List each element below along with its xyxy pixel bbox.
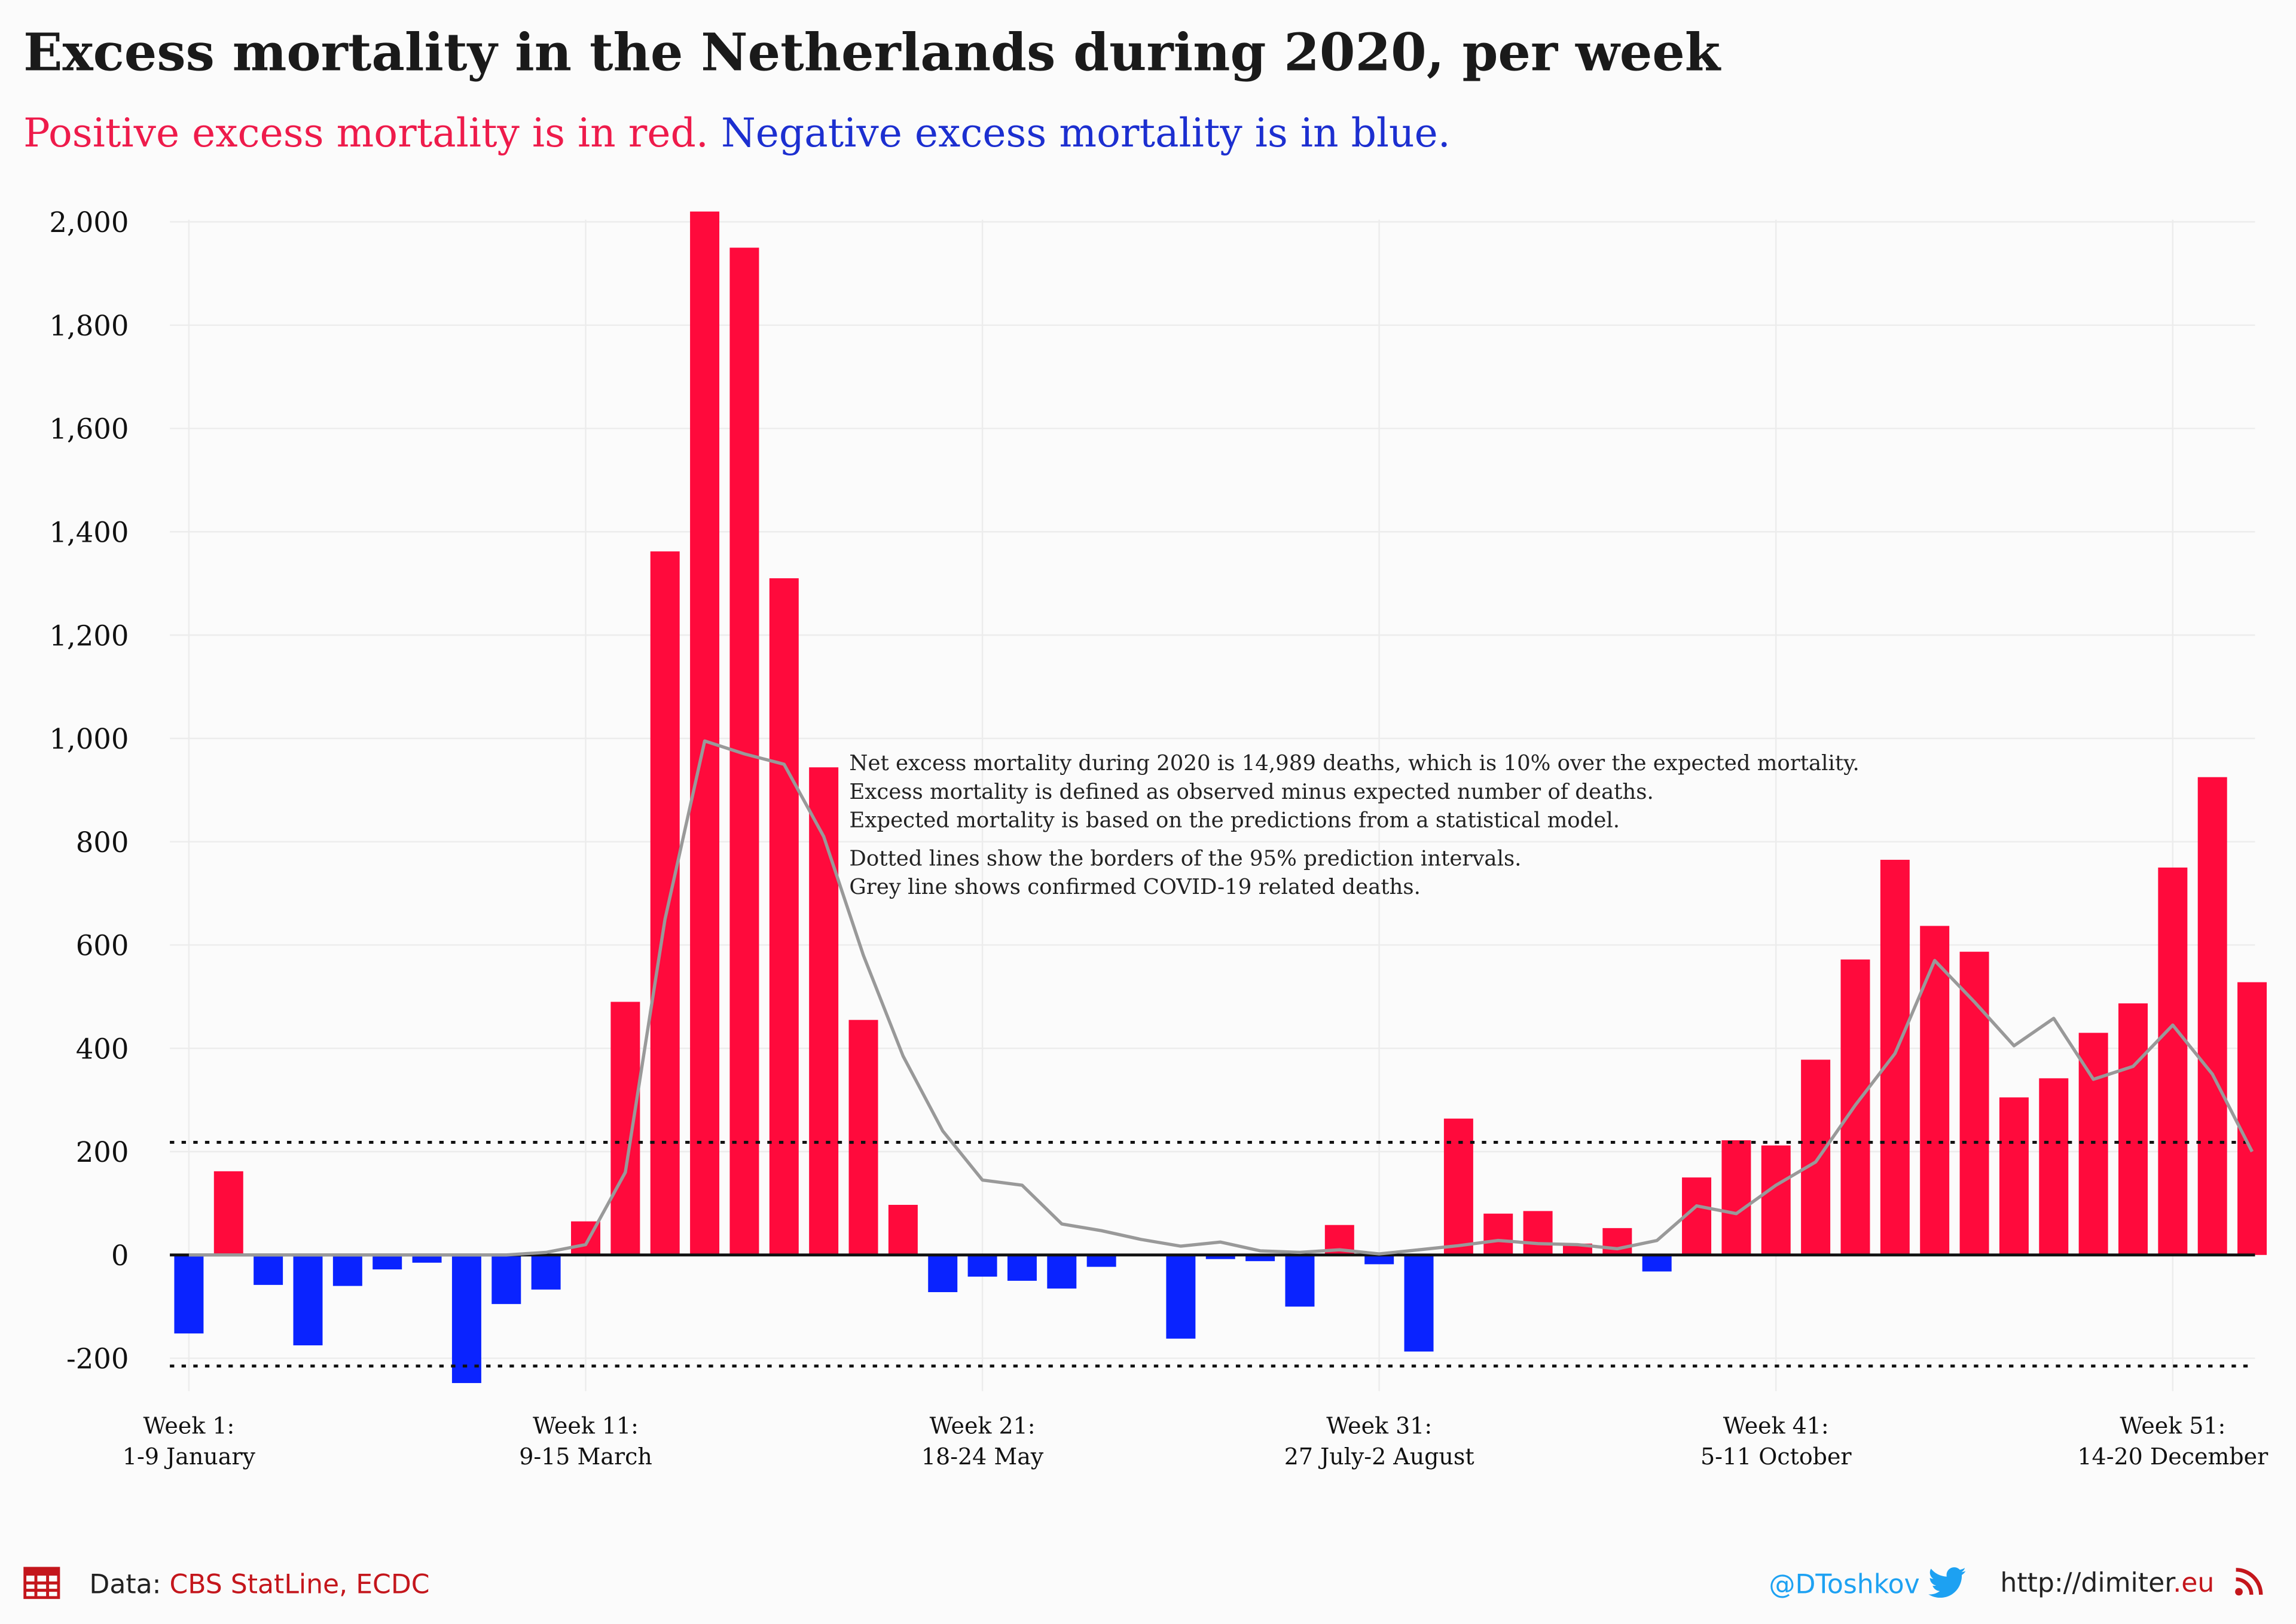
bar-week-6 bbox=[373, 1254, 402, 1269]
bar-week-5 bbox=[332, 1254, 362, 1286]
bar-week-12 bbox=[610, 1002, 640, 1255]
annotation-line: Expected mortality is based on the predi… bbox=[849, 808, 1620, 833]
x-tick-week: Week 1: bbox=[144, 1413, 235, 1439]
x-tick-dates: 5-11 October bbox=[1700, 1443, 1852, 1470]
bar-week-23 bbox=[1047, 1254, 1077, 1289]
grid-layer bbox=[170, 219, 2255, 1391]
table-icon bbox=[23, 1567, 60, 1599]
x-tick-week: Week 21: bbox=[930, 1413, 1036, 1439]
x-tick-dates: 14-20 December bbox=[2077, 1443, 2268, 1470]
bar-week-41 bbox=[1761, 1145, 1791, 1255]
bar-week-8 bbox=[451, 1254, 481, 1384]
bar-week-29 bbox=[1285, 1254, 1315, 1307]
y-tick-label: 1,400 bbox=[49, 516, 129, 548]
bar-week-21 bbox=[967, 1254, 997, 1277]
bar-week-4 bbox=[293, 1254, 323, 1345]
x-tick-dates: 27 July-2 August bbox=[1284, 1443, 1474, 1470]
bar-week-9 bbox=[491, 1254, 521, 1304]
bar-week-18 bbox=[848, 1019, 878, 1255]
footer-website: http://dimiter.eu bbox=[2000, 1567, 2264, 1599]
bar-week-28 bbox=[1245, 1254, 1275, 1262]
bar-week-40 bbox=[1721, 1140, 1751, 1255]
website-tld: .eu bbox=[2173, 1568, 2215, 1599]
bar-week-26 bbox=[1166, 1254, 1196, 1339]
y-tick-label: -200 bbox=[66, 1343, 129, 1375]
x-tick-week: Week 11: bbox=[533, 1413, 639, 1439]
annotation-line: Excess mortality is defined as observed … bbox=[849, 780, 1653, 804]
chart-subtitle: Positive excess mortality is in red. Neg… bbox=[23, 111, 1451, 157]
bar-week-53 bbox=[2237, 982, 2267, 1255]
bar-week-27 bbox=[1205, 1254, 1235, 1259]
y-tick-label: 1,800 bbox=[49, 310, 129, 342]
twitter-bird-icon bbox=[1928, 1567, 1966, 1598]
bar-week-37 bbox=[1602, 1228, 1632, 1255]
bar-week-14 bbox=[690, 211, 720, 1255]
bar-week-46 bbox=[1959, 951, 1989, 1255]
covid-line-layer bbox=[188, 739, 2254, 1257]
bar-week-49 bbox=[2078, 1033, 2108, 1255]
bar-week-52 bbox=[2197, 777, 2227, 1255]
annotation-line: Net excess mortality during 2020 is 14,9… bbox=[849, 751, 1859, 776]
x-tick-week: Week 41: bbox=[1723, 1413, 1829, 1439]
x-tick-week: Week 31: bbox=[1326, 1413, 1432, 1439]
chart-title: Excess mortality in the Netherlands duri… bbox=[23, 23, 1721, 84]
y-tick-label: 1,000 bbox=[49, 723, 129, 755]
data-source-label: Data: bbox=[89, 1570, 170, 1601]
y-tick-label: 400 bbox=[76, 1033, 129, 1065]
subtitle-positive: Positive excess mortality is in red. bbox=[23, 111, 709, 157]
covid-deaths-line bbox=[188, 739, 2254, 1257]
bar-week-13 bbox=[650, 551, 680, 1255]
subtitle-negative: Negative excess mortality is in blue. bbox=[720, 111, 1451, 157]
bar-week-47 bbox=[1999, 1097, 2029, 1255]
bar-week-50 bbox=[2118, 1003, 2148, 1255]
y-tick-label: 0 bbox=[111, 1240, 129, 1272]
annotation-line: Grey line shows confirmed COVID-19 relat… bbox=[849, 875, 1421, 899]
annotation-text: Net excess mortality during 2020 is 14,9… bbox=[849, 751, 1859, 899]
y-tick-label: 800 bbox=[76, 826, 129, 859]
x-tick-labels: Week 1: 1-9 January Week 11: 9-15 March Week… bbox=[123, 1413, 2268, 1470]
bar-week-44 bbox=[1880, 859, 1910, 1255]
bar-week-10 bbox=[531, 1254, 561, 1290]
bar-week-45 bbox=[1920, 926, 1950, 1255]
excess-mortality-chart: 2,000 1,800 1,600 1,400 1,200 1,000 800 600 400 2… bbox=[49, 206, 2268, 1470]
y-tick-label: 200 bbox=[76, 1136, 129, 1168]
bar-week-24 bbox=[1086, 1254, 1116, 1267]
website-link[interactable]: http://dimiter bbox=[2000, 1568, 2173, 1599]
y-tick-label: 1,600 bbox=[49, 413, 129, 445]
bar-week-42 bbox=[1801, 1060, 1831, 1255]
twitter-handle-link[interactable]: @DToshkov bbox=[1769, 1570, 1920, 1601]
bar-week-17 bbox=[809, 767, 839, 1255]
bar-week-22 bbox=[1007, 1254, 1037, 1281]
bar-week-2 bbox=[213, 1171, 243, 1255]
bar-week-34 bbox=[1483, 1213, 1513, 1255]
bar-week-1 bbox=[174, 1254, 204, 1334]
bar-week-35 bbox=[1523, 1211, 1553, 1255]
bar-week-31 bbox=[1364, 1254, 1394, 1265]
y-tick-label: 2,000 bbox=[49, 206, 129, 239]
y-tick-label: 600 bbox=[76, 930, 129, 962]
y-tick-labels: 2,000 1,800 1,600 1,400 1,200 1,000 800 600 400 2… bbox=[49, 206, 129, 1375]
annotation-line: Dotted lines show the borders of the 95%… bbox=[849, 846, 1521, 871]
x-tick-dates: 9-15 March bbox=[519, 1443, 652, 1470]
x-tick-week: Week 51: bbox=[2120, 1413, 2225, 1439]
x-tick-dates: 18-24 May bbox=[921, 1443, 1044, 1470]
bar-week-38 bbox=[1642, 1254, 1672, 1272]
x-tick-dates: 1-9 January bbox=[123, 1443, 256, 1470]
y-tick-label: 1,200 bbox=[49, 619, 129, 652]
bar-week-20 bbox=[928, 1254, 958, 1292]
bar-week-7 bbox=[412, 1254, 442, 1263]
footer-source: Data: CBS StatLine, ECDC bbox=[23, 1567, 430, 1601]
bar-week-48 bbox=[2039, 1078, 2069, 1255]
footer-twitter: @DToshkov bbox=[1769, 1567, 1966, 1601]
bar-week-33 bbox=[1443, 1118, 1473, 1255]
data-source-link[interactable]: CBS StatLine, ECDC bbox=[169, 1570, 430, 1601]
bar-week-16 bbox=[769, 578, 799, 1255]
bar-week-32 bbox=[1404, 1254, 1434, 1352]
bar-week-3 bbox=[254, 1254, 283, 1285]
rss-icon bbox=[2235, 1568, 2263, 1596]
bar-week-19 bbox=[888, 1204, 918, 1255]
bar-week-51 bbox=[2158, 867, 2188, 1255]
